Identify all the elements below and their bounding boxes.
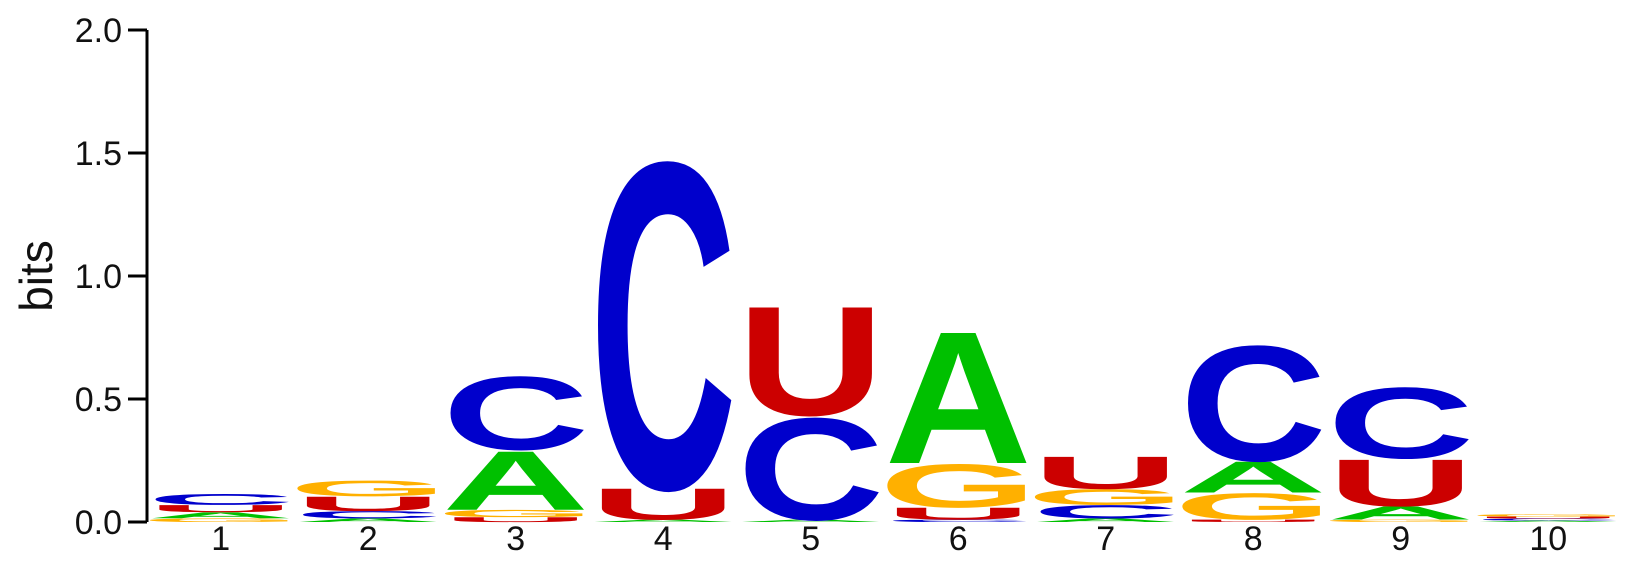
logo-letter-U: U xyxy=(885,504,1032,523)
logo-letter-G: G xyxy=(436,508,595,520)
logo-letter-C: C xyxy=(1475,518,1622,521)
position-label: 3 xyxy=(506,520,525,558)
y-axis-ticks: 0.0 0.5 1.0 1.5 2.0 xyxy=(75,12,147,542)
logo-letter-A: A xyxy=(1180,452,1327,502)
position-label: 5 xyxy=(801,520,820,558)
logo-letter-U: U xyxy=(1327,446,1474,521)
position-stack: ACU xyxy=(737,275,884,551)
logo-letter-C: C xyxy=(1032,501,1179,522)
y-axis: 0.0 0.5 1.0 1.5 2.0 bits xyxy=(10,12,149,542)
logo-letter-U: U xyxy=(442,516,589,524)
logo-letter-G: G xyxy=(879,451,1038,520)
logo-letter-A: A xyxy=(737,519,884,523)
x-axis-labels: 1 2 3 4 5 6 7 8 9 10 xyxy=(211,520,1567,558)
y-tick-label: 1.5 xyxy=(75,135,122,173)
logo-letter-G: G xyxy=(1026,485,1185,510)
y-axis-title: bits xyxy=(10,240,62,312)
logo-letter-A: A xyxy=(1475,520,1622,522)
logo-letter-A: A xyxy=(1327,502,1474,523)
logo-letter-G: G xyxy=(1321,519,1480,523)
y-tick-label: 0.0 xyxy=(75,504,122,542)
logo-letter-C: C xyxy=(737,387,884,551)
y-tick-label: 0.5 xyxy=(75,381,122,419)
logo-letter-G: G xyxy=(1469,513,1628,517)
position-stack: AUC xyxy=(590,66,737,565)
logo-letter-U: U xyxy=(1180,519,1327,523)
logo-letter-C: C xyxy=(885,519,1032,523)
position-label: 10 xyxy=(1529,520,1567,558)
logo-letter-U: U xyxy=(1475,516,1622,519)
logo-letter-C: C xyxy=(147,491,294,508)
logo-letter-A: A xyxy=(442,434,589,528)
logo-letter-C: C xyxy=(295,509,442,521)
logo-letter-A: A xyxy=(295,517,442,523)
logo-letter-A: A xyxy=(885,292,1032,504)
logo-letter-C: C xyxy=(1327,367,1474,480)
y-tick-label: 2.0 xyxy=(75,12,122,50)
position-label: 8 xyxy=(1244,520,1263,558)
logo-letter-G: G xyxy=(141,517,300,523)
logo-letter-U: U xyxy=(147,503,294,515)
logo-letter-U: U xyxy=(590,479,737,529)
logo-letter-G: G xyxy=(1174,486,1333,528)
logo-letter-U: U xyxy=(737,275,884,449)
logo-letter-A: A xyxy=(1032,517,1179,523)
logo-letter-U: U xyxy=(295,492,442,515)
logo-letter-U: U xyxy=(1032,447,1179,499)
position-label: 6 xyxy=(949,520,968,558)
logo-letter-A: A xyxy=(590,519,737,523)
logo-letter-G: G xyxy=(289,476,448,501)
position-label: 9 xyxy=(1391,520,1410,558)
logo-letter-C: C xyxy=(590,66,737,565)
logo-letter-C: C xyxy=(1180,312,1327,496)
position-label: 1 xyxy=(211,520,230,558)
logo-letter-C: C xyxy=(442,355,589,472)
y-tick-label: 1.0 xyxy=(75,258,122,296)
position-label: 7 xyxy=(1096,520,1115,558)
position-label: 2 xyxy=(359,520,378,558)
logo-letter-A: A xyxy=(147,511,294,521)
position-label: 4 xyxy=(654,520,673,558)
